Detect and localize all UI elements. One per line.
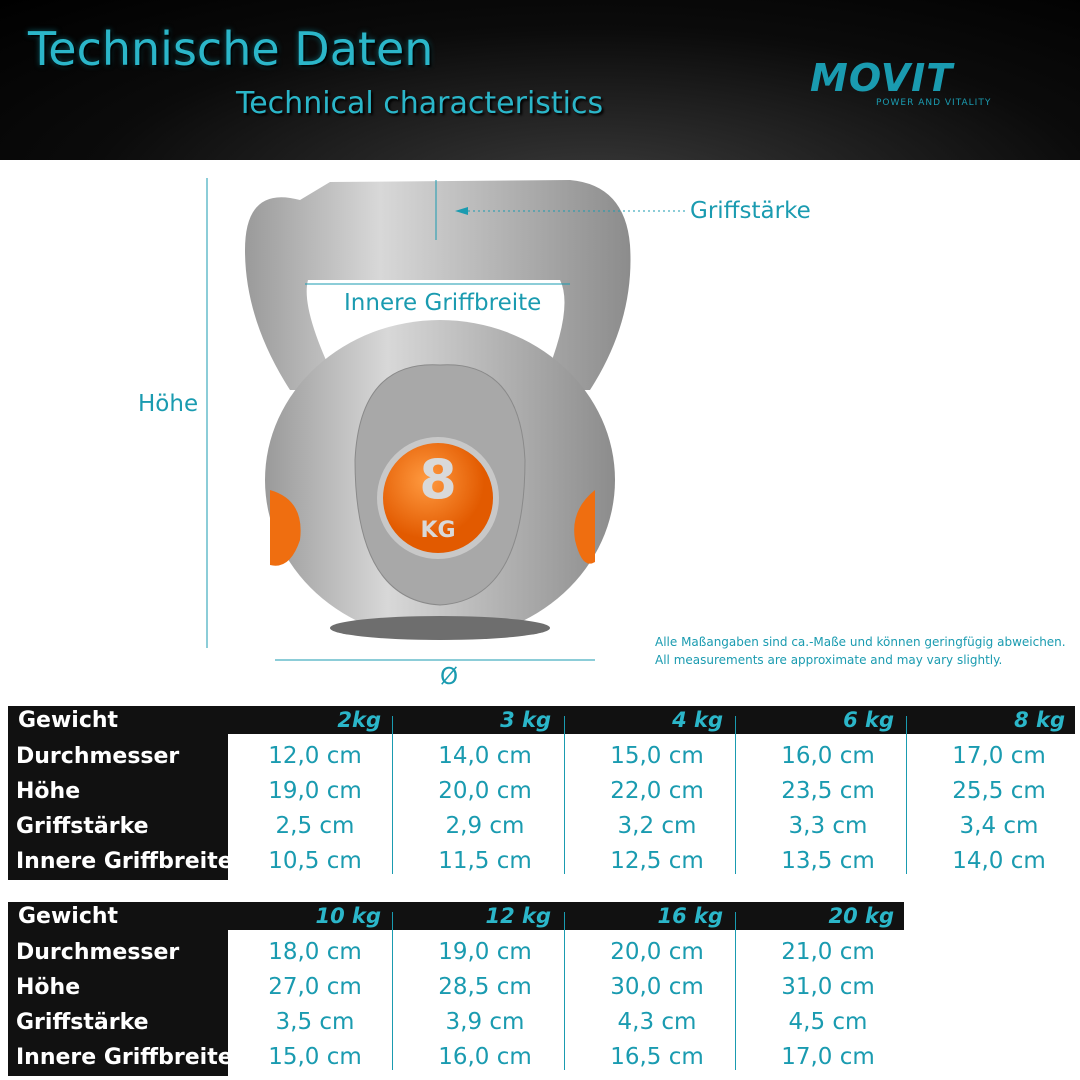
note-de: Alle Maßangaben sind ca.-Maße und können… (655, 635, 1066, 649)
row-label: Griffstärke (16, 1010, 149, 1035)
column-separator (392, 912, 393, 1070)
column-header: 20 kg (828, 904, 894, 928)
row-label: Durchmesser (16, 744, 180, 769)
cell-value: 28,5 cm (438, 974, 532, 1000)
base (330, 616, 550, 640)
column-header: 12 kg (485, 904, 551, 928)
cell-value: 14,0 cm (952, 848, 1046, 874)
cell-value: 20,0 cm (438, 778, 532, 804)
cell-value: 16,0 cm (438, 1044, 532, 1070)
title: Technische Daten (28, 22, 434, 76)
cell-value: 27,0 cm (268, 974, 362, 1000)
cell-value: 21,0 cm (781, 939, 875, 965)
weight-badge (377, 437, 499, 559)
logo-tagline: POWER AND VITALITY (876, 98, 992, 108)
cell-value: 2,5 cm (275, 813, 355, 839)
cell-value: 2,9 cm (445, 813, 525, 839)
cell-value: 17,0 cm (781, 1044, 875, 1070)
cell-value: 15,0 cm (610, 743, 704, 769)
side-badge-right (574, 490, 595, 564)
cell-value: 18,0 cm (268, 939, 362, 965)
cell-value: 22,0 cm (610, 778, 704, 804)
column-header: 4 kg (672, 708, 723, 732)
cell-value: 17,0 cm (952, 743, 1046, 769)
column-header: 3 kg (500, 708, 551, 732)
label-diameter: Ø (440, 664, 459, 690)
cell-value: 19,0 cm (438, 939, 532, 965)
column-header: 2kg (337, 708, 381, 732)
row-label: Griffstärke (16, 814, 149, 839)
weight-number: 8 (419, 448, 457, 511)
weight-unit: KG (420, 518, 455, 543)
row-label: Höhe (16, 779, 81, 804)
kettlebell-diagram: 8 KG (206, 178, 685, 661)
label-height: Höhe (138, 391, 199, 417)
cell-value: 4,3 cm (617, 1009, 697, 1035)
row-label: Durchmesser (16, 940, 180, 965)
cell-value: 3,9 cm (445, 1009, 525, 1035)
note-en: All measurements are approximate and may… (655, 653, 1003, 667)
label-inner-width: Innere Griffbreite (344, 290, 542, 316)
logo: MOVIT (810, 56, 954, 100)
cell-value: 25,5 cm (952, 778, 1046, 804)
column-separator (906, 716, 907, 874)
cell-value: 30,0 cm (610, 974, 704, 1000)
column-header: 16 kg (657, 904, 723, 928)
header-label: Gewicht (18, 708, 119, 733)
cell-value: 3,5 cm (275, 1009, 355, 1035)
cell-value: 16,5 cm (610, 1044, 704, 1070)
label-column (8, 902, 228, 1076)
column-separator (735, 912, 736, 1070)
cell-value: 12,5 cm (610, 848, 704, 874)
row-label: Innere Griffbreite (16, 1045, 233, 1070)
cell-value: 3,4 cm (959, 813, 1039, 839)
header-banner: Technische Daten Technical characteristi… (0, 0, 1080, 160)
column-header: 8 kg (1014, 708, 1065, 732)
cell-value: 4,5 cm (788, 1009, 868, 1035)
column-header: 6 kg (843, 708, 894, 732)
label-grip-thickness: Griffstärke (690, 198, 811, 224)
side-badge-left (270, 490, 301, 566)
row-label: Innere Griffbreite (16, 849, 233, 874)
cell-value: 15,0 cm (268, 1044, 362, 1070)
row-label: Höhe (16, 975, 81, 1000)
cell-value: 14,0 cm (438, 743, 532, 769)
column-separator (564, 912, 565, 1070)
header-label: Gewicht (18, 904, 119, 929)
subtitle: Technical characteristics (236, 86, 604, 121)
cell-value: 12,0 cm (268, 743, 362, 769)
column-header: 10 kg (315, 904, 381, 928)
cell-value: 16,0 cm (781, 743, 875, 769)
column-separator (735, 716, 736, 874)
column-separator (564, 716, 565, 874)
cell-value: 31,0 cm (781, 974, 875, 1000)
cell-value: 3,3 cm (788, 813, 868, 839)
cell-value: 3,2 cm (617, 813, 697, 839)
label-column (8, 706, 228, 880)
cell-value: 11,5 cm (438, 848, 532, 874)
column-separator (392, 716, 393, 874)
handle (245, 180, 631, 390)
cell-value: 20,0 cm (610, 939, 704, 965)
cell-value: 13,5 cm (781, 848, 875, 874)
cell-value: 10,5 cm (268, 848, 362, 874)
arrow-head (455, 207, 468, 215)
cell-value: 19,0 cm (268, 778, 362, 804)
cell-value: 23,5 cm (781, 778, 875, 804)
